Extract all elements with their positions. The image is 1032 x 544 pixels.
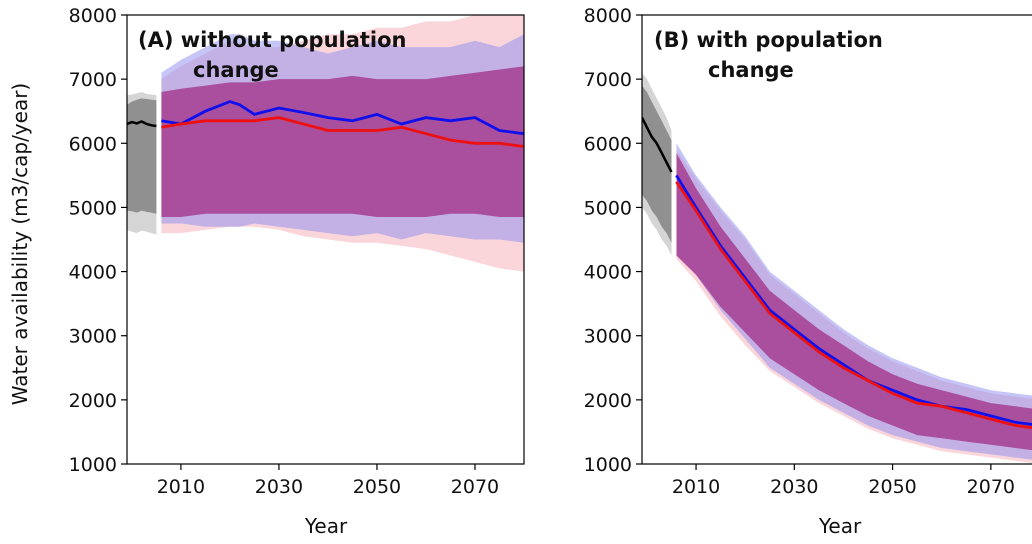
panel-a-ytick-label: 7000: [69, 69, 117, 91]
panel-b-historical-line: [642, 117, 673, 173]
panel-b-ytick-label: 6000: [584, 133, 632, 155]
panel-b-ytick-label: 5000: [584, 197, 632, 219]
panel-a-ytick-label: 8000: [69, 5, 117, 27]
panel-b-blue-line: [675, 174, 1032, 426]
panel-a-blue-line: [161, 100, 524, 136]
panel-b-red-line: [675, 181, 1032, 430]
panel-b-axes: 1000 2000 3000 4000 5000 6000 7000 8000 2010 2030…: [584, 5, 1032, 498]
panel-b-ytick-label: 2000: [584, 390, 632, 412]
panel-a-historical-line: [127, 120, 157, 128]
panel-a-ytick-label: 2000: [69, 390, 117, 412]
panel-a-xlabel: Year: [304, 514, 348, 538]
panel-b-lines: [642, 117, 1032, 430]
panel-a-ytick-label: 5000: [69, 197, 117, 219]
panel-a-red-line: [161, 116, 524, 148]
panel-b-title-line1: (B) with population: [654, 28, 883, 52]
panel-a-overlap-band: [161, 66, 524, 217]
panel-a-xtick-label: 2010: [157, 476, 205, 498]
panel-a-title-line2: change: [193, 58, 279, 82]
panel-b-ytick-label: 8000: [584, 5, 632, 27]
panel-a-ytick-label: 3000: [69, 326, 117, 348]
panel-a-xtick-label: 2050: [353, 476, 401, 498]
panel-a-ytick-label: 4000: [69, 262, 117, 284]
panel-a-xtick-label: 2030: [255, 476, 303, 498]
panel-b-axes-frame: [641, 14, 1032, 465]
panel-a-ylabel: Water availability (m3/cap/year): [8, 83, 32, 405]
panel-a-ytick-label: 6000: [69, 133, 117, 155]
panel-a-title-line1: (A) without population: [138, 28, 407, 52]
panel-b-ytick-label: 7000: [584, 69, 632, 91]
panel-a: 1000 2000 3000 4000 5000 6000 7000 8000 2010 2030…: [8, 5, 525, 538]
panel-b-xtick-label: 2050: [868, 476, 916, 498]
panel-b-ytick-label: 1000: [584, 454, 632, 476]
panel-b-blue-outer-band: [676, 143, 1032, 460]
panel-a-lines: [127, 100, 524, 148]
panel-b-historical-inner-band: [642, 85, 672, 243]
panel-b-title-line2: change: [708, 58, 794, 82]
panel-a-ytick-label: 1000: [69, 454, 117, 476]
panel-b: 1000 2000 3000 4000 5000 6000 7000 8000 2010 2030…: [584, 5, 1032, 538]
panel-a-axes-frame: [126, 14, 525, 465]
panel-a-xtick-label: 2070: [451, 476, 499, 498]
panel-b-ytick-label: 3000: [584, 326, 632, 348]
panel-a-axes: 1000 2000 3000 4000 5000 6000 7000 8000 2010 2030…: [69, 5, 525, 498]
panel-b-xtick-label: 2070: [967, 476, 1015, 498]
panel-a-period-divider: [157, 15, 162, 464]
panel-a-bands: [127, 15, 524, 464]
panel-b-xtick-label: 2030: [770, 476, 818, 498]
panel-b-xtick-label: 2010: [672, 476, 720, 498]
panel-b-ytick-label: 4000: [584, 262, 632, 284]
panel-b-period-divider: [672, 15, 677, 464]
panel-b-xlabel: Year: [818, 514, 862, 538]
panel-a-historical-inner-band: [127, 98, 157, 214]
